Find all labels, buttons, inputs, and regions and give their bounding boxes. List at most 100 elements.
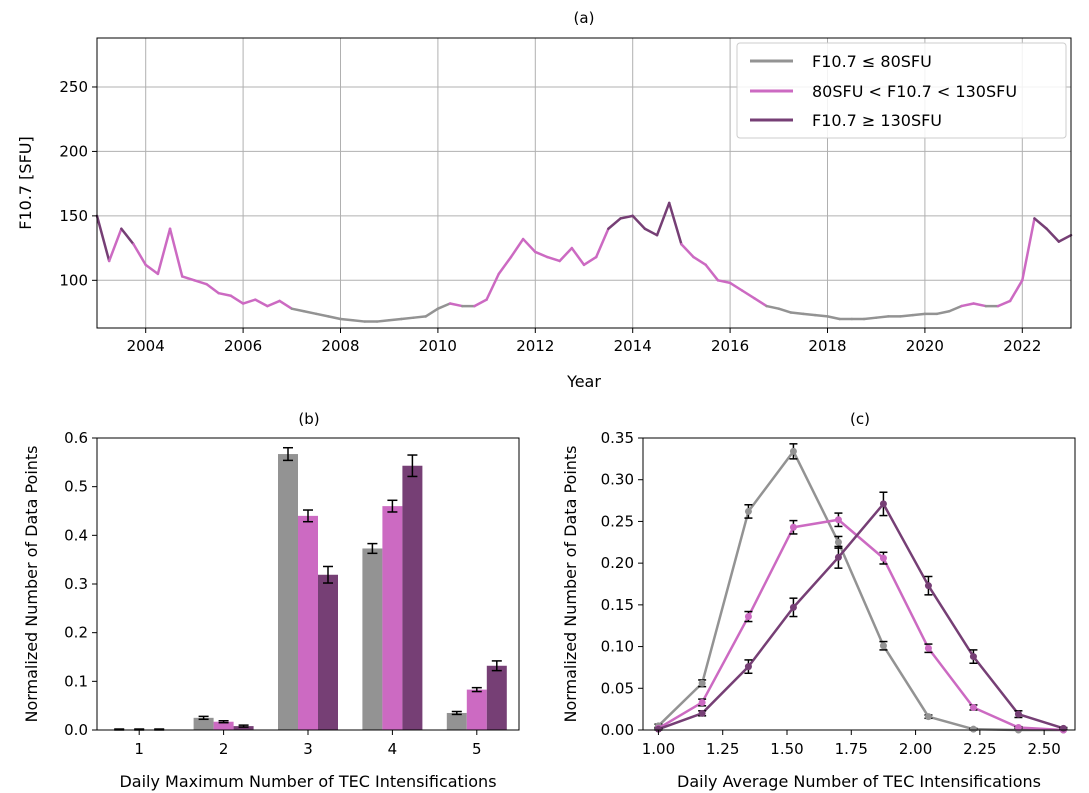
panel-c-point <box>924 582 932 590</box>
panel-a-xtick-label: 2020 <box>906 337 944 355</box>
panel-c-point <box>834 538 842 546</box>
panel-a-line-segment <box>960 302 975 308</box>
panel-b-xlabel: Daily Maximum Number of TEC Intensificat… <box>119 772 496 791</box>
panel-c-xlabel: Daily Average Number of TEC Intensificat… <box>677 772 1041 791</box>
panel-a-line-segment <box>728 281 744 292</box>
panel-c-point <box>1059 724 1067 732</box>
panel-b-xtick-label: 4 <box>388 740 398 758</box>
panel-c-ytick-label: 0.05 <box>601 679 634 697</box>
panel-a-line-segment <box>436 302 452 310</box>
panel-b-bar <box>402 465 423 730</box>
panel-a-line-segment <box>741 289 756 300</box>
panel-a-line-segment <box>948 304 963 313</box>
panel-c-ytick-label: 0.10 <box>601 638 634 656</box>
panel-c-point <box>789 447 797 455</box>
panel-a-line-segment <box>1008 279 1024 303</box>
panel-a-line-segment <box>1045 227 1061 243</box>
panel-a-xtick-label: 2012 <box>516 337 554 355</box>
panel-b-bar <box>486 665 507 730</box>
panel-b-ytick-label: 0.6 <box>64 429 88 447</box>
panel-a-line-segment <box>509 237 525 259</box>
panel-a-line-segment <box>534 250 549 259</box>
panel-c-point <box>789 523 797 531</box>
panel-c-point <box>698 679 706 687</box>
legend-label-mid: 80SFU < F10.7 < 130SFU <box>812 82 1017 101</box>
panel-a-line-segment <box>972 302 988 308</box>
panel-a-line-segment <box>193 279 208 286</box>
panel-a-xtick-label: 2022 <box>1003 337 1041 355</box>
panel-a-line-segment <box>655 201 671 237</box>
panel-a-ytick-label: 200 <box>59 142 88 160</box>
panel-b-ytick-label: 0.3 <box>64 575 88 593</box>
panel-a-line-segment <box>229 294 245 305</box>
panel-c-ytick-label: 0.25 <box>601 512 634 530</box>
panel-b-bar <box>446 712 467 730</box>
panel-a-line-segment <box>448 302 464 308</box>
panel-c-xtick-label: 1.25 <box>706 740 739 758</box>
panel-c-title: (c) <box>850 410 870 428</box>
panel-a-line-segment <box>1021 217 1036 282</box>
panel-a-line-segment <box>1057 233 1073 243</box>
panel-c-xtick-label: 2.50 <box>1027 740 1060 758</box>
panel-a-line-segment <box>631 214 647 231</box>
panel-a-line-segment <box>120 227 135 246</box>
panel-b-ytick-label: 0.0 <box>64 721 88 739</box>
panel-c-series <box>654 443 1068 734</box>
legend-label-high: F10.7 ≥ 130SFU <box>812 111 942 130</box>
panel-c-point <box>744 507 752 515</box>
panel-a-line-segment <box>680 242 695 259</box>
panel-b-ytick-label: 0.1 <box>64 672 88 690</box>
panel-a-xtick-label: 2014 <box>614 337 652 355</box>
panel-a-line-segment <box>180 275 196 282</box>
panel-c-xtick-label: 1.50 <box>770 740 803 758</box>
panel-a-line-segment <box>217 291 233 298</box>
panel-a-line-segment <box>254 298 269 308</box>
panel-c-point <box>834 516 842 524</box>
panel-a-line-segment <box>594 227 610 259</box>
panel-c-point <box>969 653 977 661</box>
panel-c-point <box>744 613 752 621</box>
panel-a-line-segment <box>716 279 732 285</box>
panel-a-line-segment <box>497 255 513 276</box>
panel-a-xtick-label: 2008 <box>321 337 359 355</box>
panel-a-line-segment <box>558 246 574 263</box>
panel-a-line-segment <box>862 316 878 321</box>
panel-a-line-segment <box>546 255 561 263</box>
panel-b-title: (b) <box>298 410 319 428</box>
panel-a-ylabel: F10.7 [SFU] <box>16 136 35 229</box>
panel-a-line-segment <box>801 312 817 317</box>
panel-c-ytick-label: 0.35 <box>601 429 634 447</box>
panel-a-line-segment <box>777 307 793 314</box>
panel-a-line-segment <box>107 227 123 263</box>
panel-a-line-segment <box>375 319 391 323</box>
panel-a-line-segment <box>619 214 634 220</box>
panel-a-line-segment <box>753 297 768 308</box>
panel-a-line-segment <box>95 214 111 263</box>
panel-c-series-line <box>658 502 1064 731</box>
panel-a-line-segment <box>996 299 1012 308</box>
panel-a-line-segment <box>485 272 501 301</box>
panel-a-xtick-label: 2010 <box>419 337 457 355</box>
panel-c-point <box>744 663 752 671</box>
panel-b-bar <box>362 548 383 730</box>
panel-a-line-segment <box>132 242 147 267</box>
panel-a-line-segment <box>826 315 841 321</box>
panel-a-ytick-label: 150 <box>59 207 88 225</box>
panel-b-bars <box>109 454 507 730</box>
panel-b-bar <box>318 574 338 730</box>
panel-b-ytick-label: 0.2 <box>64 624 88 642</box>
panel-c-point <box>698 709 706 717</box>
panel-b-ylabel: Normalized Number of Data Points <box>22 445 41 722</box>
panel-c-point <box>879 554 887 562</box>
panel-a-line-segment <box>911 312 927 317</box>
panel-a-line-segment <box>814 313 829 318</box>
panel-a-line-segment <box>935 309 951 316</box>
panel-c-point <box>879 642 887 650</box>
panel-c-point <box>1014 710 1022 718</box>
panel-a: (a) 2004 2006 2008 2010 2012 2014 2016 2018 2020… <box>16 9 1073 391</box>
panel-c-xtick-label: 2.25 <box>963 740 996 758</box>
panel-a-ytick-label: 100 <box>59 271 88 289</box>
panel-a-line-segment <box>314 312 330 318</box>
panel-c-point <box>969 703 977 711</box>
